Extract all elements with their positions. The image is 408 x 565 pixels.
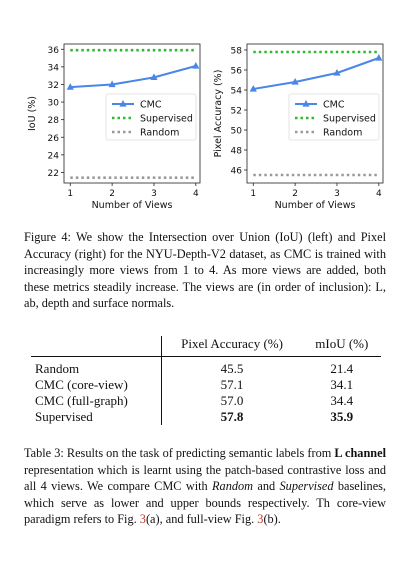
- table-header-miou: mIoU (%): [315, 336, 369, 351]
- table-row: CMC (core-view) 57.1 34.1: [31, 377, 381, 393]
- table-caption-bold-phrase: L channel: [334, 446, 386, 460]
- table-caption: Table 3: Results on the task of predicti…: [24, 445, 386, 528]
- figure-ref-link[interactable]: 3: [257, 512, 264, 527]
- pixel-accuracy-chart: 46 48 50 52 54 56 58 1 2 3 4 Number of Views Pixel A…: [213, 43, 384, 211]
- table-header-pixel-accuracy: Pixel Accuracy (%): [160, 336, 303, 357]
- axes-frame: [63, 43, 201, 184]
- table-header-method: [31, 336, 161, 357]
- row-pixel-accuracy: 57.8: [160, 409, 303, 425]
- axes-frame: [246, 43, 384, 184]
- x-tick-label: 4: [376, 189, 382, 199]
- y-tick-label: 34: [48, 63, 60, 73]
- x-tick-label: 1: [250, 189, 256, 199]
- y-tick-label: 22: [48, 169, 59, 179]
- cmc-data-point: [291, 78, 299, 85]
- legend-supervised-label: Supervised: [323, 114, 376, 125]
- legend-cmc-marker: [302, 100, 310, 107]
- y-tick-label: 28: [48, 116, 60, 126]
- y-tick-label: 48: [231, 147, 243, 157]
- table-caption-part3: baselines, which serve as lower and uppe…: [24, 479, 387, 527]
- table-row: Random 45.5 21.4: [31, 356, 381, 377]
- legend-cmc-marker: [119, 100, 127, 107]
- row-method: CMC (core-view): [35, 377, 128, 392]
- figure-caption: Figure 4: We show the Intersection over …: [24, 229, 386, 312]
- table-caption-ref2-suffix: (b).: [263, 512, 281, 527]
- table-header-row: Pixel Accuracy (%) mIoU (%): [31, 336, 381, 357]
- x-axis-label: Number of Views: [92, 200, 173, 211]
- y-axis-label: Pixel Accuracy (%): [213, 70, 224, 158]
- row-method: CMC (full-graph): [35, 393, 128, 408]
- y-tick-label: 56: [231, 67, 243, 77]
- x-tick-label: 1: [67, 189, 73, 199]
- x-axis-label: Number of Views: [275, 200, 356, 211]
- legend-supervised-label: Supervised: [140, 114, 193, 125]
- legend-box: [105, 93, 197, 141]
- cmc-series-line: [253, 57, 380, 90]
- cmc-data-point: [249, 85, 257, 92]
- cmc-data-point: [333, 69, 341, 76]
- x-tick-label: 2: [109, 189, 115, 199]
- cmc-data-point: [192, 61, 200, 69]
- y-tick-label: 46: [231, 167, 243, 177]
- legend-random-label: Random: [323, 128, 362, 139]
- row-method: Supervised: [35, 409, 93, 424]
- row-miou: 34.4: [330, 393, 354, 408]
- row-miou: 34.1: [330, 377, 354, 392]
- y-tick-label: 24: [48, 151, 60, 161]
- legend-box: [288, 93, 380, 141]
- cmc-data-point: [108, 80, 116, 88]
- row-miou: 35.9: [330, 409, 354, 424]
- x-tick-label: 3: [151, 189, 157, 199]
- y-tick-label: 50: [231, 127, 243, 137]
- legend-random-label: Random: [140, 128, 179, 139]
- cmc-data-point: [375, 54, 383, 61]
- row-miou: 21.4: [330, 361, 354, 376]
- table-caption-supervised: Supervised: [279, 479, 334, 494]
- y-tick-label: 32: [48, 81, 59, 91]
- legend-cmc-label: CMC: [140, 100, 162, 111]
- cmc-series-line: [70, 65, 197, 89]
- legend-cmc-label: CMC: [323, 100, 345, 111]
- y-tick-label: 58: [231, 47, 243, 57]
- table-caption-random: Random: [212, 479, 254, 494]
- table-caption-label: Table 3:: [24, 446, 64, 460]
- row-pixel-accuracy: 45.5: [160, 356, 303, 377]
- cmc-data-point: [150, 73, 158, 81]
- figure-caption-text: We show the Intersection over Union (IoU…: [24, 230, 386, 311]
- y-tick-label: 54: [231, 87, 243, 97]
- row-pixel-accuracy: 57.1: [160, 377, 303, 393]
- figure-ref-link[interactable]: 3: [139, 512, 146, 527]
- y-tick-label: 52: [231, 107, 242, 117]
- figure-caption-label: Figure 4:: [24, 230, 71, 244]
- table-caption-part1: Results on the task of predicting semant…: [66, 446, 332, 460]
- table-caption-and: and: [257, 479, 276, 494]
- row-pixel-accuracy: 57.0: [160, 393, 303, 409]
- table-row: CMC (full-graph) 57.0 34.4: [31, 393, 381, 409]
- x-tick-label: 4: [193, 189, 199, 199]
- table-caption-part2: representation which is learnt using the…: [24, 462, 386, 494]
- results-table: Pixel Accuracy (%) mIoU (%) Random 45.5 …: [31, 336, 381, 425]
- x-tick-label: 3: [334, 189, 340, 199]
- table-caption-ref1-suffix: (a), and full-view Fig.: [145, 512, 255, 527]
- y-tick-label: 30: [48, 99, 60, 109]
- y-tick-label: 36: [48, 46, 60, 56]
- x-tick-label: 2: [292, 189, 298, 199]
- row-method: Random: [35, 361, 80, 376]
- table-row: Supervised 57.8 35.9: [31, 409, 381, 425]
- y-tick-label: 26: [48, 134, 60, 144]
- cmc-data-point: [66, 83, 74, 90]
- y-axis-label: IoU (%): [27, 96, 38, 131]
